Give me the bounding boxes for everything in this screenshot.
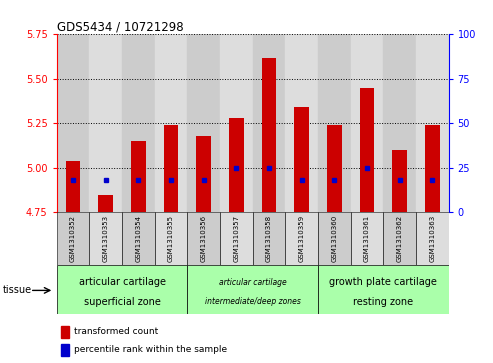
- Bar: [187, 212, 220, 265]
- Bar: [66, 161, 80, 212]
- Bar: [425, 125, 440, 212]
- Bar: [61, 344, 69, 356]
- Bar: [155, 212, 187, 265]
- Text: superficial zone: superficial zone: [84, 297, 160, 307]
- Bar: [318, 265, 449, 314]
- Bar: [187, 34, 220, 212]
- Text: transformed count: transformed count: [74, 327, 159, 336]
- Bar: [57, 34, 89, 212]
- Bar: [318, 212, 351, 265]
- Bar: [416, 212, 449, 265]
- Bar: [392, 150, 407, 212]
- Bar: [131, 141, 146, 212]
- Text: tissue: tissue: [2, 285, 32, 295]
- Bar: [155, 34, 187, 212]
- Bar: [327, 125, 342, 212]
- Bar: [98, 195, 113, 212]
- Bar: [220, 212, 252, 265]
- Bar: [252, 212, 285, 265]
- Text: GSM1310357: GSM1310357: [233, 215, 239, 262]
- Text: GSM1310358: GSM1310358: [266, 215, 272, 262]
- Text: resting zone: resting zone: [353, 297, 413, 307]
- Text: GSM1310352: GSM1310352: [70, 215, 76, 262]
- Bar: [285, 34, 318, 212]
- Bar: [383, 34, 416, 212]
- Text: GSM1310353: GSM1310353: [103, 215, 108, 262]
- Text: GSM1310361: GSM1310361: [364, 215, 370, 262]
- Bar: [318, 34, 351, 212]
- Text: GSM1310363: GSM1310363: [429, 215, 435, 262]
- Bar: [196, 136, 211, 212]
- Bar: [122, 212, 155, 265]
- Bar: [164, 125, 178, 212]
- Text: GSM1310359: GSM1310359: [299, 215, 305, 262]
- Bar: [89, 34, 122, 212]
- Text: GSM1310356: GSM1310356: [201, 215, 207, 262]
- Text: GSM1310354: GSM1310354: [136, 215, 141, 262]
- Text: intermediate/deep zones: intermediate/deep zones: [205, 297, 301, 306]
- Bar: [262, 58, 277, 212]
- Bar: [294, 107, 309, 212]
- Text: growth plate cartilage: growth plate cartilage: [329, 277, 437, 287]
- Text: articular cartilage: articular cartilage: [78, 277, 166, 287]
- Bar: [57, 212, 89, 265]
- Text: articular cartilage: articular cartilage: [219, 278, 286, 287]
- Bar: [351, 34, 383, 212]
- Text: GSM1310362: GSM1310362: [397, 215, 403, 262]
- Bar: [416, 34, 449, 212]
- Bar: [229, 118, 244, 212]
- Text: GSM1310360: GSM1310360: [331, 215, 337, 262]
- Bar: [383, 212, 416, 265]
- Bar: [61, 326, 69, 338]
- Text: GSM1310355: GSM1310355: [168, 215, 174, 262]
- Bar: [122, 34, 155, 212]
- Bar: [359, 88, 374, 212]
- Bar: [351, 212, 383, 265]
- Bar: [89, 212, 122, 265]
- Bar: [57, 265, 187, 314]
- Bar: [285, 212, 318, 265]
- Bar: [187, 265, 318, 314]
- Bar: [252, 34, 285, 212]
- Text: GDS5434 / 10721298: GDS5434 / 10721298: [57, 20, 183, 33]
- Bar: [220, 34, 252, 212]
- Text: percentile rank within the sample: percentile rank within the sample: [74, 346, 227, 354]
